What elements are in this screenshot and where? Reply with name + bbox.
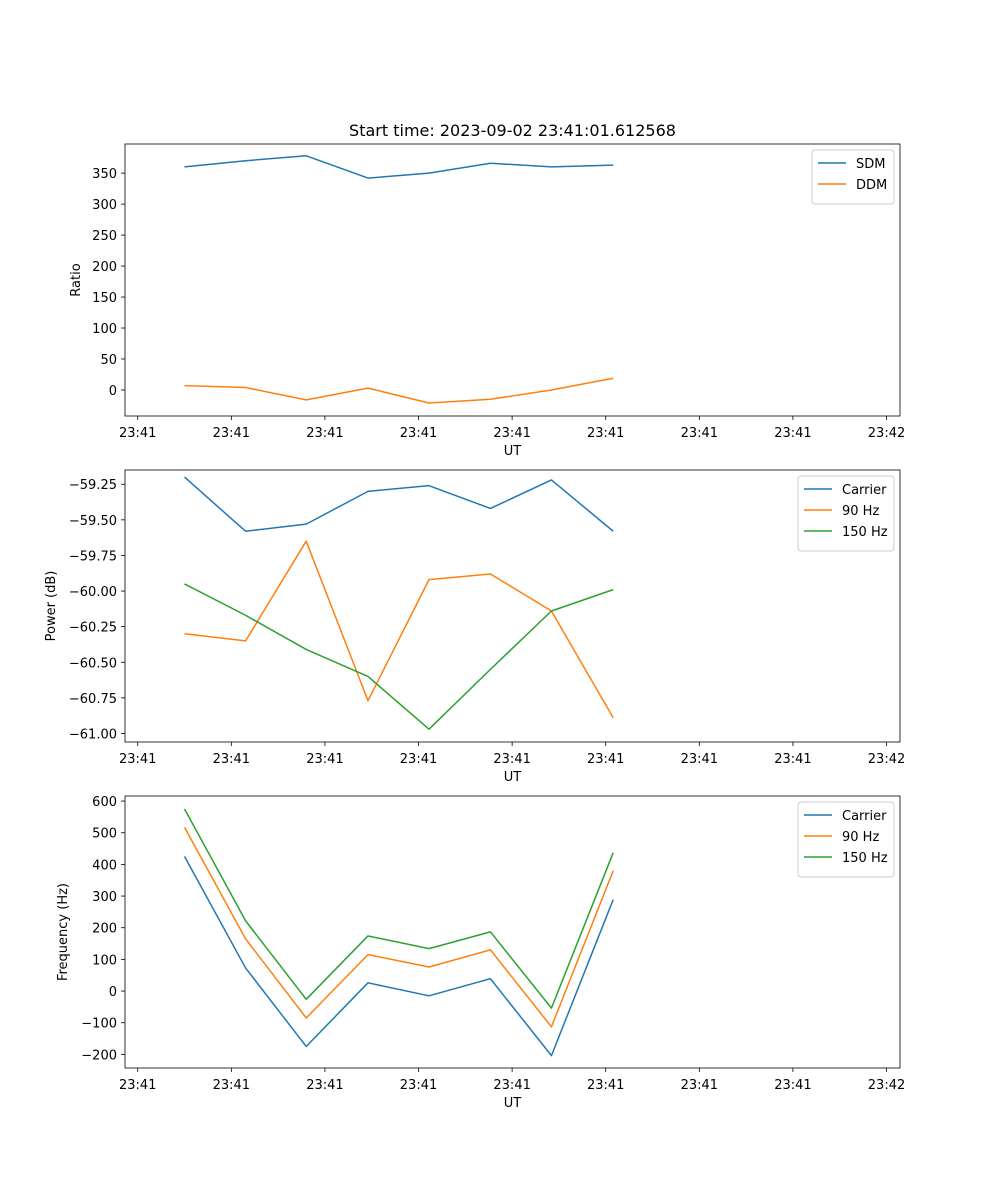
x-tick-label: 23:41 [587,426,624,441]
series-line-carrier [184,476,614,532]
y-tick-label: 0 [109,985,117,1000]
y-tick-label: 400 [92,858,117,873]
y-tick-label: 100 [92,322,117,337]
legend-box [797,801,895,878]
y-tick-label: 100 [92,953,117,968]
legend-entry: SDM [856,157,885,172]
legend-entry: Carrier [842,809,887,824]
y-tick-label: −59.75 [69,549,117,564]
legend: Carrier 90 Hz 150 Hz [797,475,895,552]
y-tick-label: 350 [92,167,117,182]
legend-entry: 90 Hz [842,830,879,845]
x-tick-label: 23:41 [493,1078,530,1093]
y-tick-label: −59.25 [69,478,117,493]
y-tick-label: 200 [92,260,117,275]
y-tick-label: −60.75 [69,692,117,707]
x-tick-label: 23:41 [587,1078,624,1093]
axes-frame [124,469,901,743]
x-tick-label: 23:41 [119,426,156,441]
x-tick-label: 23:42 [868,426,905,441]
legend-entry: 150 Hz [842,525,888,540]
chart-panel-1: 23:41 23:41 23:41 23:41 23:41 23:41 23:41 23:41… [69,121,905,459]
y-tick-label: 500 [92,827,117,842]
x-tick-label: 23:41 [774,426,811,441]
x-tick-label: 23:41 [306,426,343,441]
chart-panel-2: 23:41 23:41 23:41 23:41 23:41 23:41 23:41 23:41… [44,469,905,785]
x-tick-label: 23:41 [119,1078,156,1093]
y-tick-label: 300 [92,198,117,213]
series-line-carrier [183,856,614,1057]
y-tick-label: 200 [92,922,117,937]
x-tick-label: 23:41 [400,752,437,767]
legend-box [797,475,895,552]
x-tick-label: 23:41 [587,752,624,767]
y-axis-label: Power (dB) [44,571,59,642]
x-axis-label: UT [504,770,522,785]
y-tick-label: 300 [92,890,117,905]
x-tick-label: 23:41 [774,1078,811,1093]
y-tick-label: 150 [92,291,117,306]
series-line-150-hz [184,583,614,730]
y-axis-label: Ratio [69,263,84,296]
x-tick-label: 23:41 [213,1078,250,1093]
x-tick-label: 23:41 [400,426,437,441]
y-tick-label: −60.50 [69,656,117,671]
x-tick-label: 23:41 [493,752,530,767]
x-axis-label: UT [504,1096,522,1111]
chart-title: Start time: 2023-09-02 23:41:01.612568 [349,121,676,140]
axes-frame [124,143,901,417]
x-tick-label: 23:42 [868,1078,905,1093]
y-tick-label: −60.00 [69,585,117,600]
y-tick-label: 600 [92,795,117,810]
legend-entry: DDM [856,178,887,193]
legend-entry: 90 Hz [842,504,879,519]
x-tick-label: 23:41 [400,1078,437,1093]
x-tick-label: 23:41 [681,426,718,441]
chart-panel-3: 23:41 23:41 23:41 23:41 23:41 23:41 23:41 23:41… [56,795,905,1111]
y-tick-label: 0 [109,384,117,399]
series-line-150-hz [183,808,614,1009]
y-tick-label: 250 [92,229,117,244]
x-tick-label: 23:41 [681,1078,718,1093]
legend: Carrier 90 Hz 150 Hz [797,801,895,878]
y-tick-label: 50 [100,353,117,368]
x-tick-label: 23:42 [868,752,905,767]
legend-entry: Carrier [842,483,887,498]
legend: SDM DDM [811,149,895,205]
series-line-sdm [184,155,614,179]
x-tick-label: 23:41 [119,752,156,767]
y-tick-label: −61.00 [69,727,117,742]
legend-entry: 150 Hz [842,851,888,866]
x-tick-label: 23:41 [213,426,250,441]
x-axis-label: UT [504,444,522,459]
y-tick-label: −100 [81,1017,117,1032]
x-tick-label: 23:41 [306,1078,343,1093]
series-line-90-hz [184,540,614,719]
x-tick-label: 23:41 [493,426,530,441]
series-line-ddm [184,377,614,404]
x-tick-label: 23:41 [213,752,250,767]
y-tick-label: −60.25 [69,621,117,636]
y-tick-label: −200 [81,1048,117,1063]
x-tick-label: 23:41 [306,752,343,767]
y-axis-label: Frequency (Hz) [56,883,71,981]
series-line-90-hz [183,826,614,1028]
x-tick-label: 23:41 [774,752,811,767]
x-tick-label: 23:41 [681,752,718,767]
y-tick-label: −59.50 [69,514,117,529]
